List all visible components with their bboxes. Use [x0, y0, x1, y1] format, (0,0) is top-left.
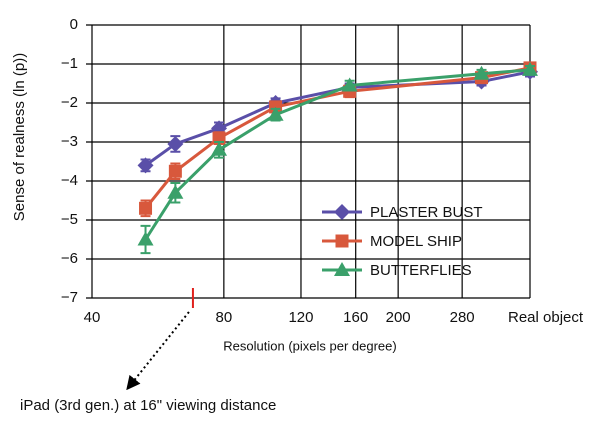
data-point — [137, 157, 154, 174]
x-tick-label: 80 — [216, 309, 233, 326]
x-tick-label: 160 — [343, 309, 368, 326]
y-axis-label: Sense of realness (ln (p)) — [11, 53, 28, 221]
annotation-arrow — [126, 311, 190, 391]
data-point — [137, 231, 154, 246]
series — [137, 61, 538, 255]
data-point — [139, 201, 153, 215]
x-tick-label: Real object — [508, 309, 584, 326]
legend-marker — [335, 234, 349, 248]
y-tick-label: −3 — [61, 133, 78, 150]
x-axis-label: Resolution (pixels per degree) — [223, 338, 396, 353]
legend-label: BUTTERFLIES — [370, 262, 472, 279]
y-tick-label: −1 — [61, 55, 78, 72]
legend-marker — [334, 262, 350, 276]
x-tick-label: 280 — [450, 309, 475, 326]
data-point — [341, 77, 358, 92]
y-tick-label: −6 — [61, 250, 78, 267]
data-point — [167, 184, 184, 199]
x-tick-label: 200 — [386, 309, 411, 326]
y-tick-label: −4 — [61, 172, 78, 189]
x-tick-label: 120 — [288, 309, 313, 326]
data-point — [211, 141, 228, 156]
data-point — [522, 61, 538, 76]
annotation-text: iPad (3rd gen.) at 16" viewing distance — [20, 397, 276, 414]
data-point — [168, 164, 182, 178]
y-tick-label: −5 — [61, 211, 78, 228]
legend-label: PLASTER BUST — [370, 204, 483, 221]
data-point — [167, 135, 184, 152]
y-tick-label: −2 — [61, 94, 78, 111]
legend-label: MODEL SHIP — [370, 233, 462, 250]
data-point — [267, 106, 284, 121]
data-point — [473, 65, 490, 80]
legend-marker — [334, 204, 350, 220]
x-tick-label: 40 — [84, 309, 101, 326]
y-tick-label: 0 — [70, 16, 78, 33]
y-tick-label: −7 — [61, 289, 78, 306]
